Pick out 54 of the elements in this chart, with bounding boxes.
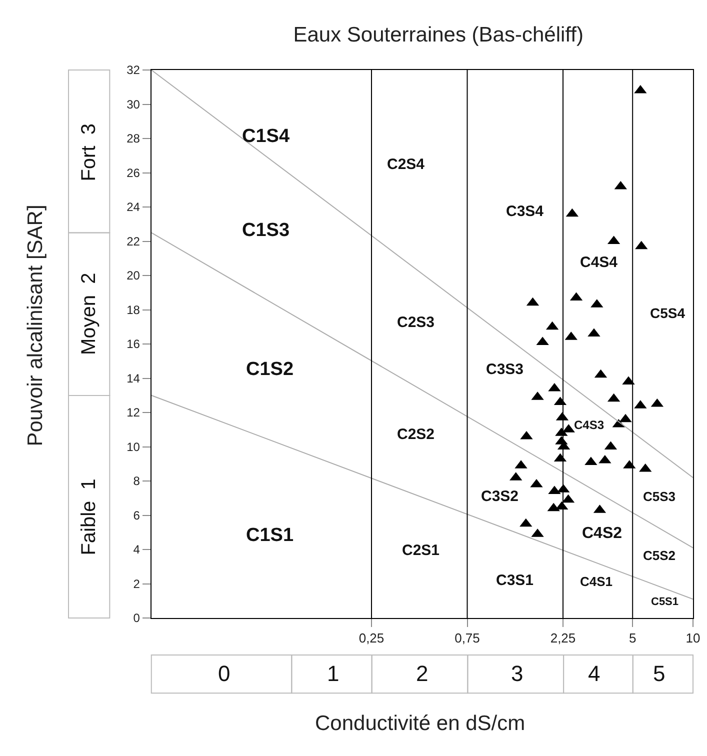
y-tick-label: 22 [126,234,140,248]
y-tick-label: 0 [133,611,140,626]
text: Fort 3 [78,124,100,182]
annotation: C4S4 [580,254,618,271]
annotation: C3S4 [506,203,544,220]
annotation: C4S2 [582,525,622,542]
annotation: C3S3 [486,361,524,378]
annotation: C1S3 [242,220,290,241]
text: 3 [511,661,524,686]
chart-title: Eaux Souterraines (Bas-chéliff) [293,23,584,46]
x-tick-label: 0,25 [358,630,384,646]
annotation: C5S1 [651,596,679,608]
text: Faible 1 [78,478,100,556]
y-tick-label: 8 [133,474,140,488]
annotation: C2S3 [397,314,435,331]
annotation: C4S1 [580,574,613,589]
y-tick-label: 6 [133,508,140,522]
annotation: C1S2 [246,359,294,380]
y-tick-label: 32 [126,63,140,78]
x-tick-label: 5 [628,630,636,646]
y-tick-label: 10 [126,440,140,454]
y-tick-label: 24 [126,200,140,214]
annotation: C1S1 [246,525,294,546]
text: 1 [327,661,340,686]
annotation: C1S4 [242,126,290,147]
y-tick-label: 18 [126,302,140,317]
annotation: C2S2 [397,426,435,443]
annotation: C5S2 [643,548,676,563]
y-tick-label: 20 [126,268,140,283]
annotation: C5S4 [650,305,686,321]
annotation: C5S3 [643,489,676,504]
x-tick-label: 10 [686,630,700,646]
text: 4 [588,661,600,686]
y-tick-label: 14 [126,371,140,386]
text: 2 [416,661,428,686]
annotation: C2S1 [402,542,440,559]
y-axis-title: Pouvoir alcalinisant [SAR] [24,204,47,446]
annotation: C3S2 [481,488,519,505]
text: 0 [218,661,230,686]
y-tick-label: 12 [126,406,140,420]
x-tick-label: 2,25 [550,630,576,646]
annotation: C3S1 [496,572,534,589]
y-tick-label: 30 [126,97,140,112]
x-tick-label: 0,75 [454,630,480,646]
y-tick-label: 4 [133,542,140,557]
y-tick-label: 28 [126,132,140,146]
annotation: C2S4 [387,156,426,173]
y-tick-label: 26 [126,166,140,180]
text: 5 [653,661,666,686]
y-tick-label: 2 [133,576,140,591]
text: Moyen 2 [78,272,100,355]
y-tick-label: 16 [126,337,140,352]
x-axis-title: Conductivité en dS/cm [315,712,526,735]
annotation: C4S3 [574,418,604,432]
